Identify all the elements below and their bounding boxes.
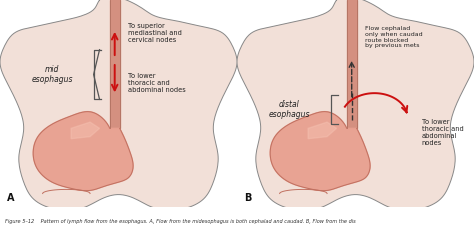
Polygon shape	[110, 0, 119, 128]
Text: Flow cephalad
only when caudad
route blocked
by previous mets: Flow cephalad only when caudad route blo…	[365, 26, 423, 48]
Text: To lower
thoracic and
abdominal
nodes: To lower thoracic and abdominal nodes	[422, 119, 464, 146]
Polygon shape	[33, 112, 133, 191]
FancyArrowPatch shape	[349, 62, 354, 97]
Text: To lower
thoracic and
abdominal nodes: To lower thoracic and abdominal nodes	[128, 73, 186, 93]
Text: distal
esophagus: distal esophagus	[268, 100, 310, 119]
Text: mid
esophagus: mid esophagus	[31, 65, 73, 84]
Text: To superior
mediastinal and
cervical nodes: To superior mediastinal and cervical nod…	[128, 23, 182, 43]
Text: B: B	[244, 193, 252, 203]
Polygon shape	[308, 122, 337, 139]
Polygon shape	[237, 0, 474, 210]
Polygon shape	[71, 122, 100, 139]
Polygon shape	[270, 112, 370, 191]
Text: A: A	[7, 193, 15, 203]
Text: Figure 5–12    Pattern of lymph flow from the esophagus. A, Flow from the mideso: Figure 5–12 Pattern of lymph flow from t…	[5, 219, 356, 224]
Polygon shape	[0, 0, 237, 210]
Polygon shape	[346, 0, 356, 128]
